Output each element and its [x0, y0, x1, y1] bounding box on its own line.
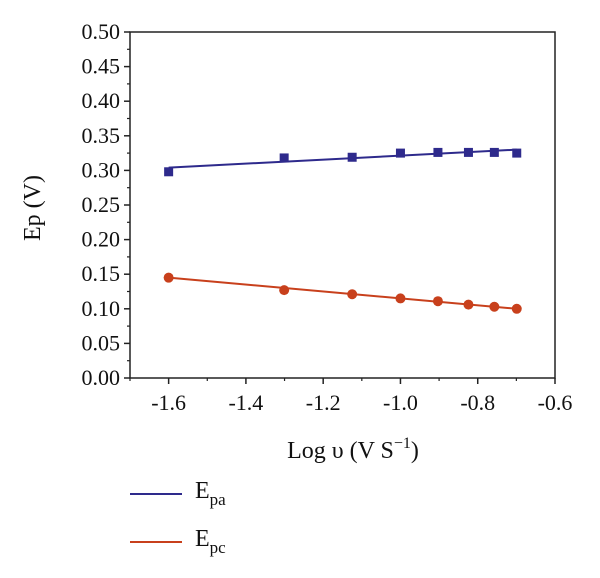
- data-point-circle: [489, 301, 500, 312]
- y-tick-label: 0.40: [82, 88, 121, 113]
- y-tick-label: 0.05: [82, 330, 121, 355]
- y-tick-label: 0.25: [82, 192, 121, 217]
- legend-label: Epa: [195, 478, 226, 509]
- y-tick-label: 0.30: [82, 157, 121, 182]
- fit-line: [168, 276, 517, 310]
- data-point-circle: [432, 296, 443, 307]
- data-point-circle: [463, 299, 474, 310]
- data-point-circle: [163, 272, 174, 283]
- data-point-circle: [395, 293, 406, 304]
- y-tick-label: 0.00: [82, 365, 121, 390]
- y-axis-ticks: 0.00 0.05 0.10 0.15 0.20 0.25 0.30 0.35 0.40 0.45…: [82, 19, 130, 390]
- data-point-circle: [511, 303, 522, 314]
- y-tick-label: 0.15: [82, 261, 121, 286]
- data-point-square: [433, 147, 443, 157]
- x-tick-label: -1.2: [306, 390, 341, 415]
- plot-border: [129, 31, 556, 379]
- x-axis-title-main: Log υ (V S: [287, 438, 394, 464]
- data-point-circle: [347, 289, 358, 300]
- series-epa: [164, 147, 522, 177]
- x-axis-ticks: -1.6 -1.4 -1.2 -1.0 -0.8 -0.6: [129, 378, 573, 415]
- x-tick-label: -0.6: [538, 390, 573, 415]
- x-axis-title: Log υ (V S−1): [287, 435, 419, 464]
- legend-label-main: E: [195, 526, 210, 552]
- y-tick-label: 0.20: [82, 227, 121, 252]
- y-axis-title: Ep (V): [20, 175, 46, 241]
- data-point-square: [279, 153, 289, 163]
- data-point-square: [463, 147, 473, 157]
- legend-label-subscript: pa: [210, 490, 227, 509]
- y-tick-label: 0.45: [82, 54, 121, 79]
- data-point-square: [395, 148, 405, 158]
- x-tick-label: -1.4: [228, 390, 263, 415]
- y-tick-label: 0.50: [82, 19, 121, 44]
- legend-label-main: E: [195, 478, 210, 504]
- x-axis-title-close: ): [411, 438, 419, 464]
- y-tick-label: 0.35: [82, 123, 121, 148]
- legend-label-subscript: pc: [210, 538, 227, 557]
- x-tick-label: -1.0: [383, 390, 418, 415]
- data-point-circle: [279, 285, 290, 296]
- fit-line: [168, 148, 517, 169]
- legend-label: Epc: [195, 526, 226, 557]
- data-point-square: [512, 148, 522, 158]
- x-axis-title-superscript: −1: [394, 435, 411, 452]
- data-point-square: [164, 167, 174, 177]
- x-tick-label: -1.6: [151, 390, 186, 415]
- data-point-square: [489, 147, 499, 157]
- data-point-square: [347, 152, 357, 162]
- plot-frame: [129, 31, 556, 379]
- x-tick-label: -0.8: [460, 390, 495, 415]
- series-layer: [163, 147, 522, 314]
- series-epc: [163, 272, 522, 314]
- y-tick-label: 0.10: [82, 296, 121, 321]
